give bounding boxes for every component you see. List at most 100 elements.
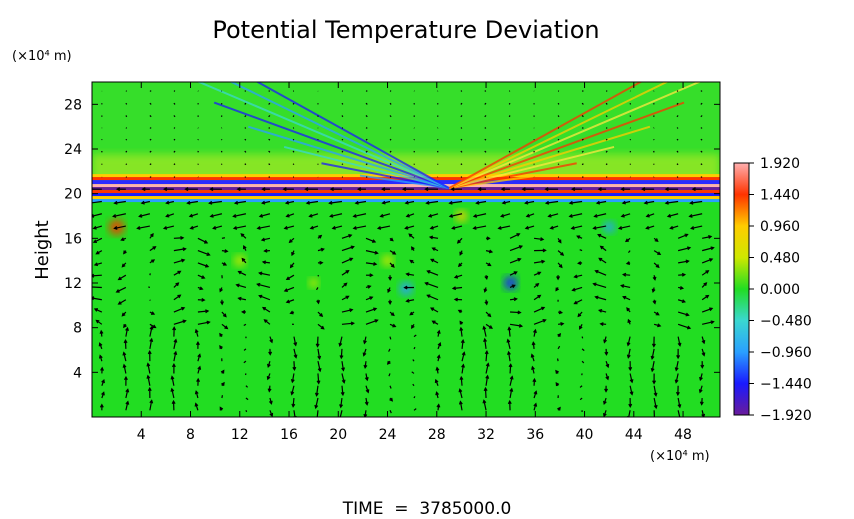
wind-vector xyxy=(125,102,128,105)
wind-vector xyxy=(268,115,271,118)
wind-vector xyxy=(509,245,523,252)
wind-vector-head xyxy=(681,299,687,304)
wind-vector-head xyxy=(219,345,223,350)
wind-vector-head xyxy=(365,389,370,394)
wind-vector-head xyxy=(705,294,710,299)
wind-vector xyxy=(149,326,153,337)
wind-vector xyxy=(676,163,679,166)
wind-vector xyxy=(701,270,709,276)
wind-vector-head xyxy=(674,367,679,372)
anomaly xyxy=(308,278,319,288)
wind-vector xyxy=(189,213,199,217)
wind-vector-head xyxy=(453,274,459,279)
wind-vector xyxy=(209,200,222,204)
wind-vector xyxy=(210,213,223,217)
wind-vector-head xyxy=(705,270,710,274)
wind-vector xyxy=(593,283,607,289)
wind-vector xyxy=(621,284,631,289)
wind-vector xyxy=(355,200,367,204)
wind-vector xyxy=(460,138,463,141)
wind-vector xyxy=(461,340,464,349)
wind-vector-head xyxy=(664,200,669,205)
wind-vector-head xyxy=(283,288,288,292)
wind-vector-head xyxy=(542,248,547,253)
wind-vector-head xyxy=(219,332,223,337)
y-unit-label: (×10⁴ m) xyxy=(12,49,72,64)
wind-vector-head xyxy=(650,368,655,373)
wind-vector-head xyxy=(689,200,694,205)
wind-vector xyxy=(293,336,297,346)
wind-vector-head xyxy=(576,235,581,239)
wind-vector xyxy=(365,102,368,105)
wind-vector-head xyxy=(362,352,367,357)
wind-vector-head xyxy=(95,250,100,255)
wind-vector-head xyxy=(196,377,201,383)
wind-vector-head xyxy=(209,213,214,218)
wind-vector-head xyxy=(555,369,559,374)
wind-vector xyxy=(627,336,631,346)
wind-vector-head xyxy=(604,388,609,393)
wind-vector xyxy=(556,358,559,362)
wind-vector-head xyxy=(147,386,152,392)
wind-vector xyxy=(605,115,608,118)
wind-vector-head xyxy=(256,226,261,230)
wind-vector-head xyxy=(331,225,336,230)
wind-vector xyxy=(581,163,584,166)
wind-vector-head xyxy=(258,271,263,276)
wind-vector xyxy=(677,323,691,329)
wind-vector-head xyxy=(686,246,692,251)
wind-vector xyxy=(498,225,511,230)
wind-vector-head xyxy=(677,342,682,347)
wind-vector-head xyxy=(709,307,714,312)
wind-vector-head xyxy=(386,360,391,365)
wind-vector-head xyxy=(99,329,104,335)
wind-vector-head xyxy=(568,213,573,218)
wind-vector-head xyxy=(149,325,154,330)
colorbar-tick-label: 1.920 xyxy=(760,156,800,172)
wind-vector xyxy=(533,260,545,264)
wind-vector-head xyxy=(483,337,488,343)
wind-vector xyxy=(268,138,271,141)
wind-vector xyxy=(557,150,560,153)
wind-vector-head xyxy=(453,297,458,302)
wind-vector-head xyxy=(557,332,562,337)
wind-vector-head xyxy=(579,325,583,330)
wind-vector xyxy=(550,225,559,229)
wind-vector-head xyxy=(511,284,516,289)
wind-vector-head xyxy=(497,226,502,230)
wind-vector-head xyxy=(475,200,480,205)
wind-vector xyxy=(243,323,247,327)
wind-vector xyxy=(292,397,295,407)
wind-vector-head xyxy=(341,379,346,384)
wind-vector-head xyxy=(381,200,386,205)
wind-vector xyxy=(428,213,439,217)
wind-vector xyxy=(197,262,209,268)
wind-vector-head xyxy=(123,339,128,344)
wind-vector-head xyxy=(329,213,334,218)
time-label: TIME = 3785000.0 xyxy=(342,499,512,519)
wind-vector xyxy=(581,150,584,153)
wind-vector xyxy=(317,348,321,359)
wind-vector-head xyxy=(219,406,224,411)
wind-vector xyxy=(449,200,463,204)
wind-vector-head xyxy=(363,364,368,370)
wind-vector xyxy=(292,115,295,118)
wind-vector-head xyxy=(599,245,604,250)
wind-vector-head xyxy=(685,312,690,317)
wind-vector xyxy=(701,295,709,301)
wind-vector-head xyxy=(364,401,369,406)
wind-vector xyxy=(597,234,607,239)
wind-vector xyxy=(125,163,128,166)
wind-vector xyxy=(483,400,487,411)
wind-vector-head xyxy=(401,187,407,192)
wind-vector-head xyxy=(309,225,314,230)
wind-vector xyxy=(245,397,249,401)
wind-vector xyxy=(244,115,247,118)
x-tick-label: 20 xyxy=(329,427,347,443)
wind-vector xyxy=(245,385,248,388)
wind-vector-head xyxy=(93,262,99,267)
wind-vector xyxy=(677,397,681,408)
wind-vector xyxy=(509,364,512,374)
wind-vector xyxy=(593,225,607,230)
wind-vector-head xyxy=(521,187,526,192)
